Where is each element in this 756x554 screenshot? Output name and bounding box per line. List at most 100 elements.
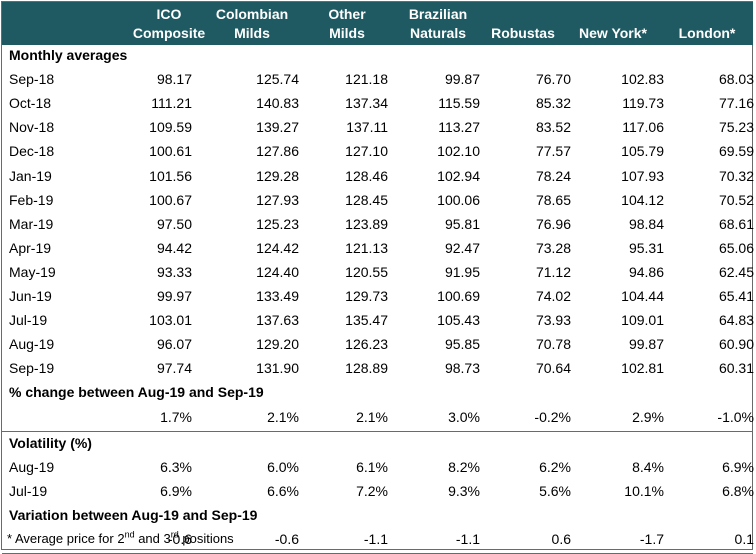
section-title-text: Variation between Aug-19 and Sep-19 <box>9 506 258 523</box>
footnote: * Average price for 2nd and 3rd position… <box>7 530 234 546</box>
section-title-variation: Variation between Aug-19 and Sep-19 <box>2 504 753 528</box>
table-cell: 78.24 <box>535 167 571 184</box>
table-cell: 129.73 <box>345 288 388 304</box>
row-label: Nov-18 <box>9 119 55 136</box>
table-cell: 140.83 <box>256 95 299 112</box>
section-title-text: Monthly averages <box>9 47 128 63</box>
table-cell: 75.23 <box>718 119 754 136</box>
table-row-variation: -0.6 -0.6 -1.1 -1.1 0.6 -1.7 0.1 <box>2 528 754 552</box>
table-cell: 125.74 <box>256 71 299 88</box>
table-cell: 94.86 <box>628 263 664 280</box>
column-header-1-line1: ICO <box>156 6 182 22</box>
section-title-text: Volatility (%) <box>9 434 92 451</box>
table-cell: 101.56 <box>149 167 192 184</box>
table-cell: 127.10 <box>345 143 388 160</box>
table-cell: 8.4% <box>632 458 664 475</box>
table-cell: 83.52 <box>535 119 571 136</box>
table-cell: 121.13 <box>345 239 388 256</box>
table-cell: 65.41 <box>718 288 754 304</box>
row-label: Aug-19 <box>9 458 55 475</box>
table-cell: -1.1 <box>455 531 480 547</box>
table-cell: 117.06 <box>622 119 664 136</box>
table-cell: 104.44 <box>621 288 664 304</box>
table-cell: 70.32 <box>718 167 754 184</box>
column-header-7-line2: London* <box>678 25 736 41</box>
table-cell: 133.49 <box>256 288 299 304</box>
section-title-volatility: Volatility (%) <box>2 432 753 456</box>
table-cell: 2.1% <box>356 408 388 425</box>
table-cell: 95.31 <box>628 239 664 256</box>
table-cell: 7.2% <box>356 482 388 499</box>
table-row: Jun-19 99.97 133.49 129.73 100.69 74.02 104.44… <box>2 285 754 309</box>
table-cell: 120.55 <box>345 263 388 280</box>
table-cell: 129.20 <box>256 336 299 353</box>
table-cell: 105.79 <box>621 143 664 160</box>
table-cell: 111.21 <box>151 95 192 112</box>
table-cell: 100.61 <box>149 143 192 160</box>
table-row: Apr-19 94.42 124.42 121.13 92.47 73.28 95.31 65… <box>2 237 754 261</box>
table-cell: 99.87 <box>444 71 480 88</box>
table-cell: 68.61 <box>718 215 754 232</box>
column-header-1-line2: Composite <box>132 25 206 41</box>
table-row: Jan-19 101.56 129.28 128.46 102.94 78.24 107.9… <box>2 165 754 189</box>
row-label: Aug-19 <box>9 336 55 353</box>
table-cell: 127.93 <box>256 191 299 208</box>
table-cell: 10.1% <box>624 482 664 499</box>
table-cell: 77.57 <box>535 143 571 160</box>
table-cell: 128.89 <box>345 360 388 377</box>
table-cell: 115.59 <box>438 95 480 112</box>
table-cell: 9.3% <box>448 482 480 499</box>
table-cell: 6.6% <box>267 482 299 499</box>
table-cell: 68.03 <box>718 71 754 88</box>
table-cell: 102.83 <box>621 71 664 88</box>
table-cell: 6.8% <box>722 482 754 499</box>
footnote-mid: and 3 <box>134 531 171 546</box>
table-cell: 98.84 <box>628 215 664 232</box>
table-cell: 0.6 <box>551 531 571 547</box>
table-row: Mar-19 97.50 125.23 123.89 95.81 76.96 98.84 68… <box>2 213 754 237</box>
table-cell: 76.96 <box>535 215 571 232</box>
table-cell: 98.73 <box>444 360 480 377</box>
table-cell: 135.47 <box>345 312 388 329</box>
table-cell: 70.64 <box>535 360 571 377</box>
column-header-2-line2: Milds <box>234 25 270 41</box>
table-cell: 6.9% <box>160 482 192 499</box>
table-cell: 126.23 <box>345 336 388 353</box>
row-label: Sep-18 <box>9 71 55 88</box>
table-row: May-19 93.33 124.40 120.55 91.95 71.12 94.86 62… <box>2 261 754 285</box>
table-header: ICO Composite Colombian Milds Other Milds Braz… <box>2 2 753 45</box>
table-row: Oct-18 111.21 140.83 137.34 115.59 85.32 119.7… <box>2 92 754 116</box>
row-label: Apr-19 <box>9 239 52 256</box>
table-cell: 95.81 <box>444 215 480 232</box>
table-cell: 109.01 <box>621 312 664 329</box>
table-cell: 139.27 <box>256 119 299 136</box>
row-label: Oct-18 <box>9 95 52 112</box>
table-cell: 93.33 <box>156 263 192 280</box>
table-cell: 92.47 <box>444 239 480 256</box>
table-cell: 102.10 <box>437 143 480 160</box>
table-cell: 60.90 <box>718 336 754 353</box>
table-cell: 74.02 <box>535 288 571 304</box>
table-cell: 1.7% <box>160 408 192 425</box>
column-header-5-line2: Robustas <box>491 25 555 41</box>
table-cell: 121.18 <box>345 71 388 88</box>
table-cell: 127.86 <box>256 143 299 160</box>
table-cell: 123.89 <box>345 215 388 232</box>
table-cell: 96.07 <box>156 336 192 353</box>
row-label: Mar-19 <box>9 215 54 232</box>
column-header-4-line2: Naturals <box>409 25 467 41</box>
table-cell: 119.73 <box>622 95 664 112</box>
table-cell: 0.1 <box>734 531 754 547</box>
table-cell: 97.74 <box>156 360 192 377</box>
row-label: Sep-19 <box>9 360 55 377</box>
table-cell: 109.59 <box>149 119 192 136</box>
table-cell: 94.42 <box>156 239 192 256</box>
table-cell: 76.70 <box>535 71 571 88</box>
table-cell: -1.1 <box>363 531 388 547</box>
table-cell: 137.34 <box>345 95 388 112</box>
footnote-suffix: positions <box>178 531 234 546</box>
table-cell: 128.46 <box>345 167 388 184</box>
table-cell: 6.3% <box>160 458 192 475</box>
table-cell: 70.52 <box>718 191 754 208</box>
